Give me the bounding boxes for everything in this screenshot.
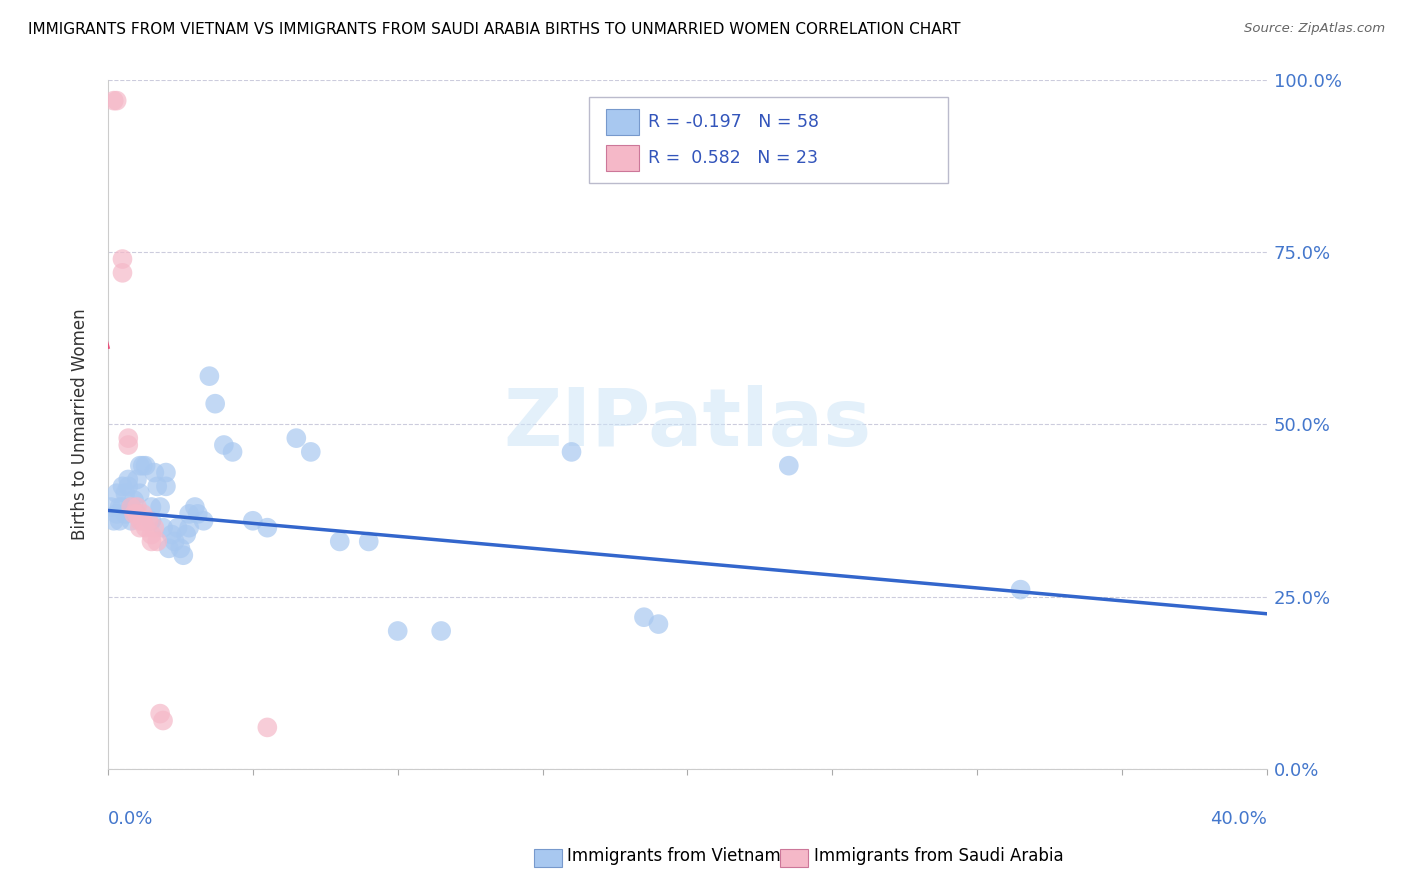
Point [141,514,163,528]
Point [114,507,136,521]
Y-axis label: Births to Unmarried Women: Births to Unmarried Women [72,309,89,541]
Point [122,507,145,521]
Point [128,458,150,473]
Text: 40.0%: 40.0% [1211,810,1267,828]
Text: 0.0%: 0.0% [108,810,153,828]
Point [125,507,148,521]
Point [125,507,148,521]
Point [1010,582,1032,597]
Point [120,514,142,528]
Point [138,514,160,528]
Bar [606,109,638,135]
Point [647,617,669,632]
Point [155,466,177,480]
Point [117,431,139,445]
Point [105,486,128,500]
Point [105,94,128,108]
Point [108,500,131,514]
Point [146,479,169,493]
Point [132,458,155,473]
Point [120,500,142,514]
Point [152,714,174,728]
Point [329,534,352,549]
Point [117,473,139,487]
Point [187,507,209,521]
Point [120,500,142,514]
Point [430,624,453,638]
FancyBboxPatch shape [589,97,948,183]
Point [285,431,308,445]
Text: ZIPatlas: ZIPatlas [503,385,872,463]
Point [560,445,582,459]
Point [128,521,150,535]
Point [143,521,166,535]
Text: IMMIGRANTS FROM VIETNAM VS IMMIGRANTS FROM SAUDI ARABIA BIRTHS TO UNMARRIED WOME: IMMIGRANTS FROM VIETNAM VS IMMIGRANTS FR… [28,22,960,37]
Point [122,493,145,508]
Point [117,479,139,493]
Point [141,527,163,541]
Point [128,486,150,500]
Point [221,445,243,459]
Point [204,397,226,411]
Point [135,458,157,473]
Point [103,514,125,528]
Point [149,706,172,721]
Point [198,369,221,384]
Point [179,521,201,535]
Point [132,514,155,528]
Point [117,438,139,452]
Point [105,507,128,521]
Point [143,466,166,480]
Point [111,266,134,280]
Point [357,534,380,549]
Point [299,445,322,459]
Point [179,507,201,521]
Point [155,479,177,493]
Point [108,514,131,528]
Point [778,458,800,473]
Point [141,534,163,549]
Text: R =  0.582   N = 23: R = 0.582 N = 23 [648,149,818,167]
Point [193,514,215,528]
Point [111,500,134,514]
Point [160,527,183,541]
Point [184,500,207,514]
Point [166,521,188,535]
Bar [606,145,638,171]
Point [125,500,148,514]
Point [169,541,191,556]
Point [387,624,409,638]
Point [135,521,157,535]
Point [103,94,125,108]
Point [125,473,148,487]
Text: R = -0.197   N = 58: R = -0.197 N = 58 [648,113,820,131]
Point [163,534,186,549]
Point [242,514,264,528]
Point [174,527,197,541]
Text: Source: ZipAtlas.com: Source: ZipAtlas.com [1244,22,1385,36]
Point [111,479,134,493]
Point [100,500,122,514]
Point [128,514,150,528]
Text: Immigrants from Saudi Arabia: Immigrants from Saudi Arabia [814,847,1064,865]
Point [152,521,174,535]
Point [157,541,180,556]
Point [172,548,194,562]
Point [132,507,155,521]
Text: Immigrants from Vietnam: Immigrants from Vietnam [567,847,780,865]
Point [256,521,278,535]
Point [633,610,655,624]
Point [111,252,134,266]
Point [146,534,169,549]
Point [256,720,278,734]
Point [212,438,235,452]
Point [114,486,136,500]
Point [141,500,163,514]
Point [149,500,172,514]
